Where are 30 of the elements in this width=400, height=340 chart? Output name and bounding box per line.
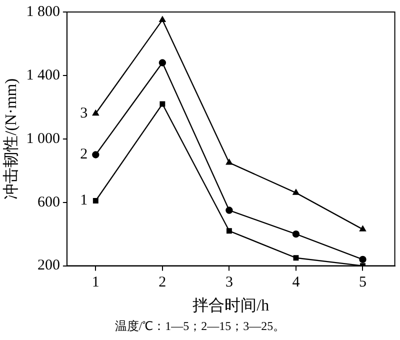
x-tick-label: 3 [225,274,233,291]
y-tick-label: 1 800 [26,4,60,20]
y-tick-label: 600 [37,194,60,210]
y-tick-label: 1 000 [26,130,60,147]
point [226,228,232,234]
point [360,226,366,232]
point [92,110,99,116]
point [92,198,98,204]
x-tick-label: 4 [292,274,300,291]
point [292,230,300,238]
y-axis-title: 冲击韧性/(N·mm) [2,78,20,200]
x-tick-label: 1 [92,274,100,291]
point [158,59,166,66]
point [292,189,300,195]
text: 温度/℃：1—5；2—15；3—25。 [114,318,286,335]
x-tick-label: 2 [158,274,166,291]
point [359,256,366,264]
series-label: 3 [80,105,88,122]
point [226,206,233,214]
y-tick-label: 200 [37,258,60,274]
point [226,159,232,165]
point [293,255,299,261]
series-label: 1 [80,192,88,209]
point [160,101,166,107]
point [159,16,166,22]
x-axis-title: 拌合时间/h [192,296,270,315]
point [92,151,100,158]
x-tick-label: 5 [359,274,366,291]
y-tick-label: 1 400 [26,67,60,84]
series-label: 2 [80,146,88,163]
